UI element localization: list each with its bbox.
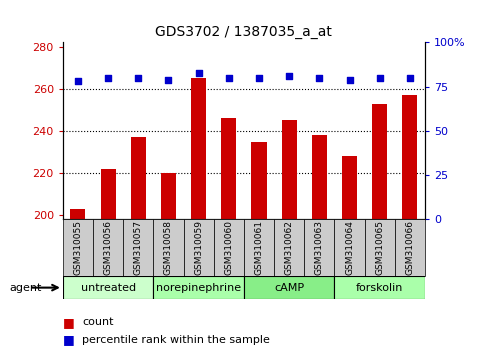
Text: GSM310057: GSM310057 [134,220,143,275]
Text: count: count [82,317,114,327]
Text: ■: ■ [63,333,74,346]
Bar [282,120,297,219]
Bar [395,219,425,276]
Bar [221,118,236,219]
Text: GSM310066: GSM310066 [405,220,414,275]
Bar [342,156,357,219]
Bar [213,219,244,276]
Bar [63,219,93,276]
Point [195,70,202,75]
Text: ■: ■ [63,316,74,329]
Bar [244,219,274,276]
Text: percentile rank within the sample: percentile rank within the sample [82,335,270,345]
Point [406,75,414,81]
Bar [154,276,244,299]
Bar [304,219,334,276]
Text: cAMP: cAMP [274,282,304,293]
Point [376,75,384,81]
Point [225,75,233,81]
Bar [244,276,334,299]
Bar [131,137,146,219]
Bar [274,219,304,276]
Bar [334,276,425,299]
Text: untreated: untreated [81,282,136,293]
Bar [402,95,417,219]
Text: GSM310062: GSM310062 [284,220,294,275]
Text: agent: agent [10,283,42,293]
Text: GSM310061: GSM310061 [255,220,264,275]
Text: GSM310063: GSM310063 [315,220,324,275]
Point [315,75,323,81]
Bar [372,104,387,219]
Bar [123,219,154,276]
Bar [252,142,267,219]
Text: GSM310055: GSM310055 [73,220,83,275]
Title: GDS3702 / 1387035_a_at: GDS3702 / 1387035_a_at [156,25,332,39]
Text: GSM310056: GSM310056 [103,220,113,275]
Point [104,75,112,81]
Bar [71,209,85,219]
Text: forskolin: forskolin [356,282,403,293]
Bar [191,78,206,219]
Point [74,79,82,84]
Bar [184,219,213,276]
Point [346,77,354,82]
Text: GSM310064: GSM310064 [345,220,354,275]
Bar [312,135,327,219]
Text: GSM310058: GSM310058 [164,220,173,275]
Bar [100,169,115,219]
Bar [334,219,365,276]
Bar [63,276,154,299]
Text: GSM310059: GSM310059 [194,220,203,275]
Bar [93,219,123,276]
Text: norepinephrine: norepinephrine [156,282,241,293]
Bar [161,173,176,219]
Point [165,77,172,82]
Text: GSM310065: GSM310065 [375,220,384,275]
Text: GSM310060: GSM310060 [224,220,233,275]
Bar [154,219,184,276]
Point [255,75,263,81]
Point [285,73,293,79]
Point [134,75,142,81]
Bar [365,219,395,276]
